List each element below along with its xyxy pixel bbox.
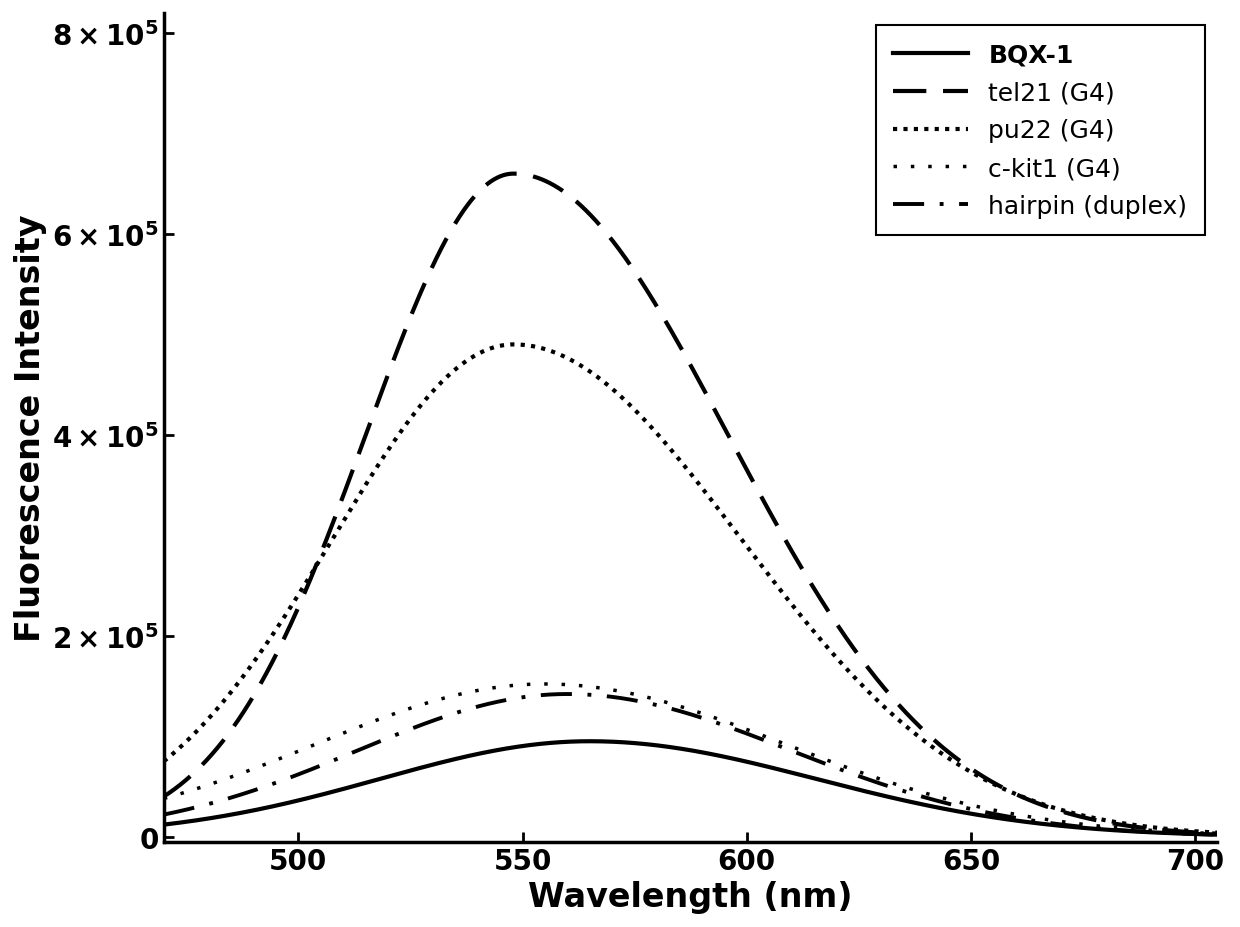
- X-axis label: Wavelength (nm): Wavelength (nm): [528, 880, 853, 913]
- Legend: BQX-1, tel21 (G4), pu22 (G4), c-kit1 (G4), hairpin (duplex): BQX-1, tel21 (G4), pu22 (G4), c-kit1 (G4…: [875, 26, 1205, 236]
- Y-axis label: Fluorescence Intensity: Fluorescence Intensity: [14, 214, 47, 641]
